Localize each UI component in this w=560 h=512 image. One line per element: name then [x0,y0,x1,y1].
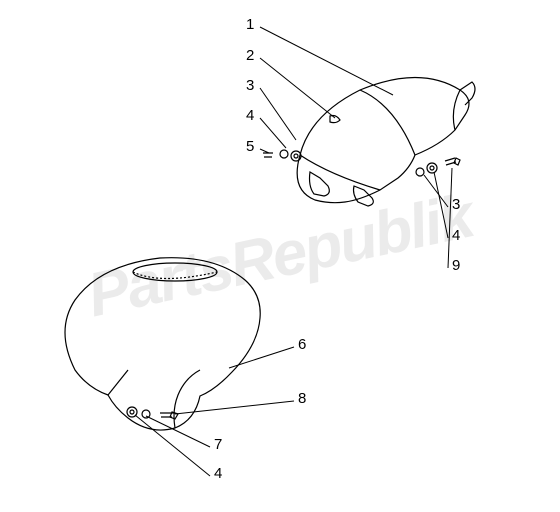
callout-5: 5 [246,138,254,155]
leader-lines [135,27,452,476]
callout-3: 3 [246,77,254,94]
diagram-svg [0,0,560,512]
front-fender [65,258,260,430]
rear-fender [263,78,475,207]
callout-8: 8 [298,390,306,407]
callout-4: 4 [246,107,254,124]
callout-3b: 3 [452,196,460,213]
callout-9: 9 [452,257,460,274]
callout-6: 6 [298,336,306,353]
callout-2: 2 [246,47,254,64]
callout-4c: 4 [214,465,222,482]
callout-1: 1 [246,16,254,33]
callout-4b: 4 [452,227,460,244]
callout-7: 7 [214,436,222,453]
